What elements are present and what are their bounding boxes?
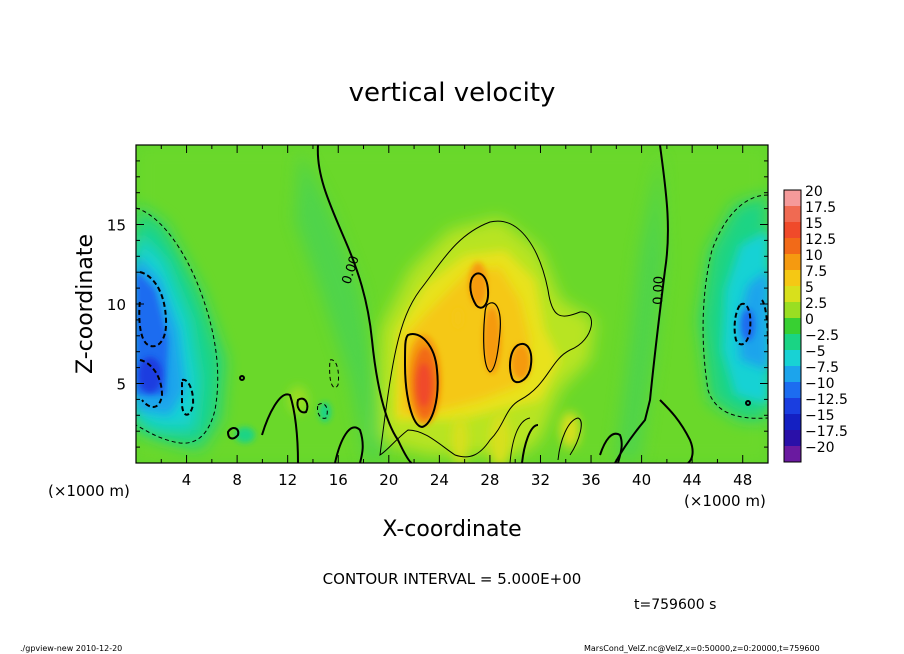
x-tick-label: 24 — [430, 471, 449, 489]
colorbar-swatch — [784, 270, 801, 287]
x-unit-label-left: (×1000 m) — [48, 482, 130, 500]
heatmap-field — [136, 145, 768, 463]
colorbar-swatch — [784, 446, 801, 463]
zero-contour-label-right: 0.00 — [651, 276, 667, 305]
colorbar-label: 7.5 — [805, 264, 827, 280]
colorbar-label: 5 — [805, 280, 814, 296]
colorbar-swatch — [784, 414, 801, 431]
colorbar-swatch — [784, 366, 801, 383]
colorbar-label: −17.5 — [805, 424, 848, 440]
x-tick-label: 48 — [733, 471, 752, 489]
colorbar-swatch — [784, 206, 801, 223]
x-axis-label: X-coordinate — [382, 517, 521, 542]
y-tick-label: 15 — [107, 217, 126, 235]
colorbar-label: 2.5 — [805, 296, 827, 312]
x-axis: 4 8 12 16 20 24 28 32 36 40 44 48 — [160, 145, 769, 489]
colorbar: 2017.51512.5107.552.50−2.5−5−7.5−10−12.5… — [783, 184, 848, 463]
colorbar-swatch — [784, 398, 801, 415]
colorbar-swatch — [784, 190, 801, 207]
x-tick-label: 40 — [632, 471, 651, 489]
y-tick-label: 10 — [107, 296, 126, 314]
x-tick-label: 12 — [278, 471, 297, 489]
y-axis-label: Z-coordinate — [73, 234, 98, 374]
x-tick-label: 44 — [683, 471, 702, 489]
x-tick-label: 8 — [232, 471, 242, 489]
colorbar-swatch — [784, 302, 801, 319]
colorbar-swatch — [784, 334, 801, 351]
colorbar-frame — [783, 189, 802, 463]
footer-right-text: MarsCond_VelZ.nc@VelZ,x=0:50000,z=0:2000… — [584, 644, 820, 653]
colorbar-label: −10 — [805, 376, 835, 392]
colorbar-label: −20 — [805, 440, 835, 456]
colorbar-label: −7.5 — [805, 360, 839, 376]
colorbar-swatch — [784, 318, 801, 335]
x-tick-label: 20 — [379, 471, 398, 489]
colorbar-label: −2.5 — [805, 328, 839, 344]
colorbar-label: −15 — [805, 408, 835, 424]
colorbar-label: 0 — [805, 312, 814, 328]
y-axis: 5 10 15 — [107, 160, 768, 448]
colorbar-swatch — [784, 286, 801, 303]
x-tick-label: 28 — [480, 471, 499, 489]
x-tick-label: 4 — [182, 471, 192, 489]
contour-interval-text: CONTOUR INTERVAL = 5.000E+00 — [323, 570, 582, 588]
colorbar-label: −5 — [805, 344, 826, 360]
x-tick-label: 36 — [581, 471, 600, 489]
colorbar-swatch — [784, 238, 801, 255]
colorbar-swatch — [784, 350, 801, 367]
colorbar-label: −12.5 — [805, 392, 848, 408]
colorbar-label: 17.5 — [805, 200, 836, 216]
colorbar-swatch — [784, 254, 801, 271]
colorbar-swatch — [784, 382, 801, 399]
colorbar-label: 10 — [805, 248, 823, 264]
y-tick-label: 5 — [116, 376, 126, 394]
x-tick-label: 16 — [329, 471, 348, 489]
colorbar-swatch — [784, 222, 801, 239]
x-unit-label-right: (×1000 m) — [684, 492, 766, 510]
colorbar-swatch — [784, 430, 801, 447]
colorbar-label: 20 — [805, 184, 823, 200]
chart-title: vertical velocity — [349, 78, 556, 108]
x-tick-label: 32 — [531, 471, 550, 489]
colorbar-label: 15 — [805, 216, 823, 232]
contour-lines — [136, 145, 768, 463]
footer-left-text: ./gpview-new 2010-12-20 — [20, 644, 122, 653]
colorbar-label: 12.5 — [805, 232, 836, 248]
time-text: t=759600 s — [634, 597, 716, 613]
